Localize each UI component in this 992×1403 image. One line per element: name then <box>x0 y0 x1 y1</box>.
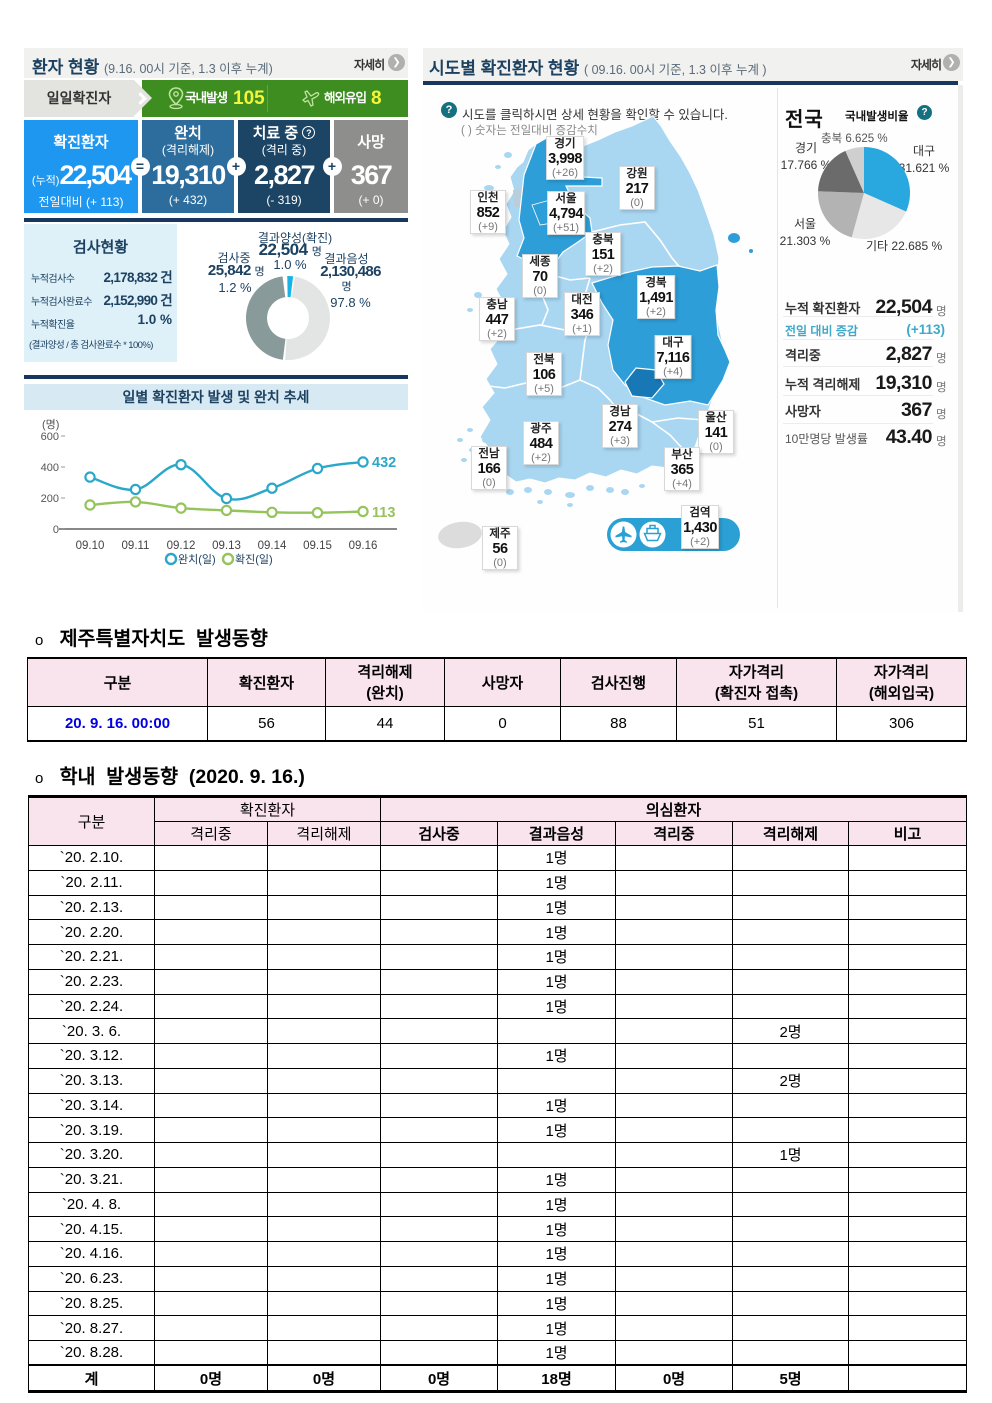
svg-text:0: 0 <box>53 524 59 536</box>
svg-text:09.16: 09.16 <box>349 540 378 552</box>
svg-text:09.12: 09.12 <box>167 540 196 552</box>
svg-text:400: 400 <box>41 462 59 474</box>
svg-text:09.14: 09.14 <box>258 540 287 552</box>
svg-text:09.10: 09.10 <box>76 540 105 552</box>
svg-text:200: 200 <box>41 493 59 505</box>
svg-text:600: 600 <box>41 431 59 443</box>
svg-text:09.15: 09.15 <box>303 540 332 552</box>
svg-text:113: 113 <box>372 505 395 521</box>
svg-text:확진(일): 확진(일) <box>235 552 273 566</box>
svg-text:09.13: 09.13 <box>212 540 241 552</box>
svg-text:완치(일): 완치(일) <box>178 552 216 566</box>
svg-text:432: 432 <box>372 455 396 471</box>
svg-text:(명): (명) <box>42 418 59 431</box>
svg-text:09.11: 09.11 <box>122 540 150 552</box>
